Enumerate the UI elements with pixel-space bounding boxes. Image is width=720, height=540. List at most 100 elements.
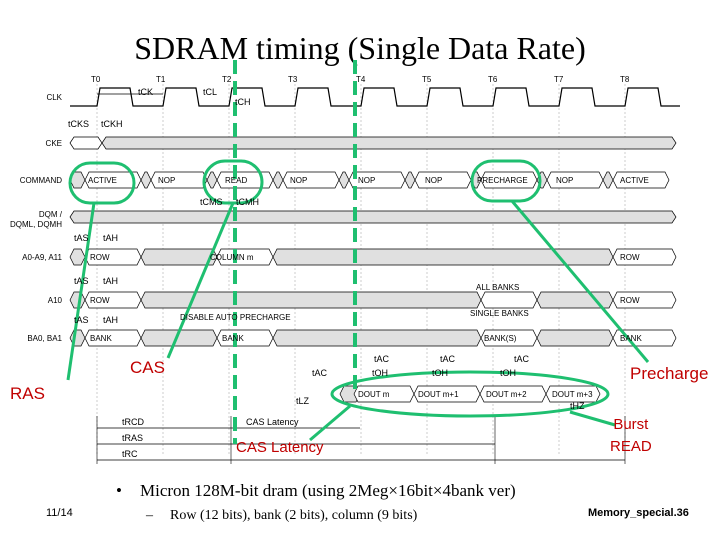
dout-m1: DOUT m+1 (418, 390, 459, 399)
param-cas-latency: CAS Latency (246, 417, 299, 427)
command-t8: ACTIVE (620, 176, 649, 185)
command-seg-6 (414, 171, 472, 189)
slide-title: SDRAM timing (Single Data Rate) (134, 30, 586, 66)
param-tas-1: tAS (74, 233, 89, 243)
cas-latency-pointer (309, 404, 351, 442)
addr-seg-2 (140, 248, 218, 266)
param-tch: tCH (235, 97, 251, 107)
footer-title: Memory_special.36 (588, 507, 689, 519)
clock-label-t5: T5 (422, 75, 432, 84)
dout-m: DOUT m (358, 390, 390, 399)
sub-bullet-marker: – (146, 508, 153, 523)
addr-row-t0: ROW (90, 253, 110, 262)
param-tlz: tLZ (296, 396, 310, 406)
signal-a10: A10 (47, 296, 62, 305)
param-tac-3: tAC (440, 354, 456, 364)
addr-row-t8: ROW (620, 253, 640, 262)
param-tras: tRAS (122, 433, 144, 443)
ba-bank-t8: BANK (620, 334, 642, 343)
clock-label-t2: T2 (222, 75, 232, 84)
ba-seg-7 (612, 329, 677, 347)
addr-seg-5 (612, 248, 677, 266)
param-tac-4: tAC (514, 354, 530, 364)
ba-seg-4 (272, 329, 482, 347)
cas-pointer (166, 202, 235, 359)
command-t7: NOP (556, 176, 574, 185)
param-tas-3: tAS (74, 315, 89, 325)
a10-row-t0: ROW (90, 296, 110, 305)
annotation-precharge: Precharge (630, 364, 709, 383)
command-t2: READ (225, 176, 248, 185)
signal-command: COMMAND (19, 176, 62, 185)
command-seg-13 (338, 171, 350, 189)
command-seg-12 (272, 171, 284, 189)
param-toh-3: tOH (500, 368, 517, 378)
active-highlight (68, 161, 136, 205)
a10-single-banks: SINGLE BANKS (470, 309, 529, 318)
clock-label-t0: T0 (91, 75, 101, 84)
annotation-ras: RAS (10, 384, 45, 403)
command-seg-17 (602, 171, 614, 189)
command-t4: NOP (358, 176, 376, 185)
bullet-marker: • (116, 481, 122, 500)
clock-label-t6: T6 (488, 75, 498, 84)
ba-seg-6 (536, 329, 614, 347)
command-t0: ACTIVE (88, 176, 117, 185)
param-tckh: tCKH (101, 119, 123, 129)
signal-dqm: DQM / DQML, DQMH (10, 210, 62, 229)
command-seg-9 (612, 171, 670, 189)
command-t3: NOP (290, 176, 308, 185)
a10-seg-5 (612, 291, 677, 309)
clk-wave (70, 87, 680, 107)
command-seg-10 (140, 171, 152, 189)
clock-label-t8: T8 (620, 75, 630, 84)
a10-seg-3 (480, 291, 538, 309)
ba-bank-s: BANK(S) (484, 334, 517, 343)
cke-seg-1 (101, 136, 677, 150)
burst-highlight (330, 370, 610, 418)
param-tas-2: tAS (74, 276, 89, 286)
annotation-cas: CAS (130, 358, 165, 377)
param-trcd: tRCD (122, 417, 144, 427)
dq-seg-4 (545, 385, 601, 403)
waveforms (69, 87, 680, 464)
footer-page: 11/14 (46, 507, 73, 519)
sub-bullet-text: Row (12 bits), bank (2 bits), column (9 … (170, 508, 418, 523)
signal-cke: CKE (45, 139, 62, 148)
param-tcms: tCMS (200, 197, 223, 207)
precharge-pointer (510, 200, 650, 363)
command-t5: NOP (425, 176, 443, 185)
command-t6: PRECHARGE (477, 176, 528, 185)
signal-addr: A0-A9, A11 (22, 253, 62, 262)
dout-m2: DOUT m+2 (486, 390, 527, 399)
dqm-seg-0 (69, 210, 677, 224)
param-tcks: tCKS (68, 119, 90, 129)
param-tcmh: tCMH (236, 197, 259, 207)
param-tck: tCK (138, 87, 154, 97)
addr-seg-0 (69, 248, 86, 266)
param-tah-3: tAH (103, 315, 119, 325)
bullet-text: Micron 128M-bit dram (using 2Meg×16bit×4… (140, 481, 516, 500)
param-tcl: tCL (203, 87, 218, 97)
param-tac-2: tAC (312, 368, 328, 378)
a10-row-t8: ROW (620, 296, 640, 305)
param-thz: tHZ (570, 401, 585, 411)
addr-column: COLUMN m (210, 253, 254, 262)
clock-label-t7: T7 (554, 75, 564, 84)
command-seg-14 (404, 171, 416, 189)
annotation-burst-read: Burst READ (610, 416, 652, 455)
param-trc: tRC (122, 449, 138, 459)
param-tah-1: tAH (103, 233, 119, 243)
dout-m3: DOUT m+3 (552, 390, 593, 399)
precharge-highlight (470, 159, 542, 203)
command-t1: NOP (158, 176, 176, 185)
addr-seg-4 (272, 248, 614, 266)
highlights (66, 60, 650, 444)
signal-ba: BA0, BA1 (27, 334, 62, 343)
ras-pointer (66, 202, 96, 381)
param-toh-2: tOH (432, 368, 449, 378)
clock-label-t1: T1 (156, 75, 166, 84)
ba-bank-t0: BANK (90, 334, 112, 343)
